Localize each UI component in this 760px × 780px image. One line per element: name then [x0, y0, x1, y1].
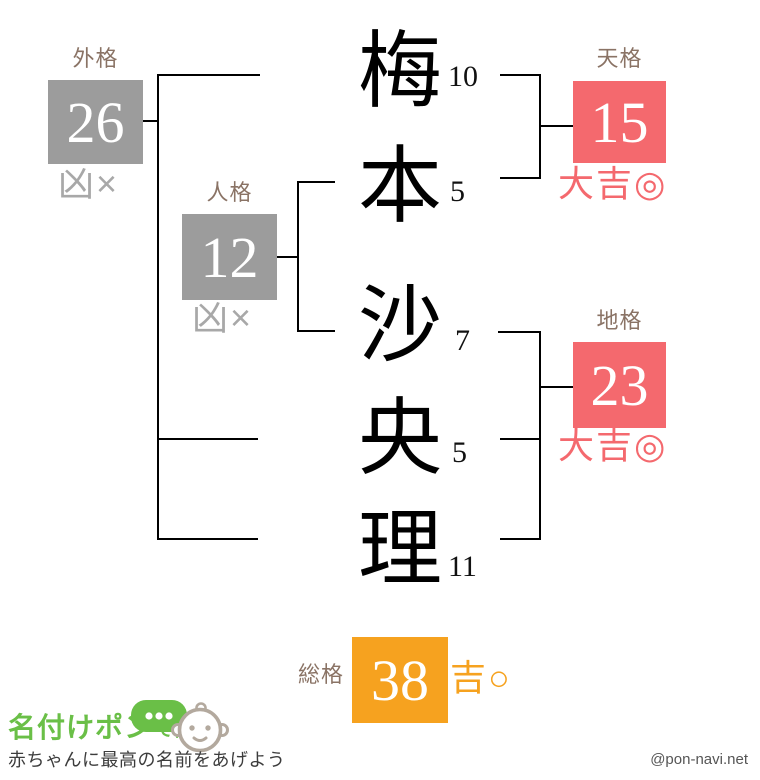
- gaikaku-box-connector: [143, 120, 159, 122]
- soukaku-value-box: 38: [352, 637, 448, 723]
- gaikaku-bracket-bottom: [157, 538, 258, 540]
- jinkaku-bracket-top: [297, 181, 335, 183]
- tenkaku-bracket-bottom: [500, 177, 541, 179]
- stroke-count-1: 10: [448, 60, 478, 93]
- chikaku-bracket-vertical: [539, 331, 541, 540]
- speech-bubble-icon: [130, 699, 194, 750]
- tagline: 赤ちゃんに最高の名前をあげよう: [8, 750, 286, 770]
- gaikaku-label: 外格: [72, 46, 119, 71]
- soukaku-label: 総格: [297, 662, 344, 687]
- jinkaku-bracket-bottom: [297, 330, 335, 332]
- tenkaku-box-connector: [539, 125, 573, 127]
- name-character-3: 沙: [357, 280, 442, 373]
- chikaku-label: 地格: [596, 308, 643, 333]
- site-credit: @pon-navi.net: [650, 751, 748, 768]
- logo-text: 名付けポン: [8, 712, 154, 743]
- tenkaku-label: 天格: [596, 46, 643, 71]
- stroke-count-2: 5: [450, 175, 465, 208]
- stroke-count-4: 5: [452, 436, 467, 469]
- name-character-5: 理: [357, 504, 442, 597]
- gaikaku-judgment: 凶×: [58, 163, 120, 204]
- chikaku-box-connector: [539, 386, 573, 388]
- name-character-1: 梅: [357, 26, 442, 119]
- baby-face-icon: [171, 697, 229, 758]
- tenkaku-judgment: 大吉◎: [558, 163, 668, 204]
- tenkaku-value-box: 15: [573, 81, 666, 163]
- chikaku-value-box: 23: [573, 342, 666, 428]
- gaikaku-bracket-top: [157, 74, 260, 76]
- chikaku-bracket-top: [498, 331, 541, 333]
- chikaku-judgment: 大吉◎: [558, 425, 668, 466]
- chikaku-bracket-bottom: [500, 538, 541, 540]
- jinkaku-judgment: 凶×: [192, 297, 254, 338]
- soukaku-judgment: 吉○: [450, 657, 512, 698]
- stroke-count-3: 7: [455, 324, 470, 357]
- name-character-4: 央: [357, 393, 442, 486]
- chikaku-bracket-mid: [500, 438, 541, 440]
- jinkaku-value-box: 12: [182, 214, 277, 300]
- tenkaku-bracket-top: [500, 74, 541, 76]
- jinkaku-box-connector: [277, 256, 299, 258]
- gaikaku-bracket-mid: [157, 438, 258, 440]
- gaikaku-value-box: 26: [48, 80, 143, 164]
- gaikaku-bracket-vertical: [157, 74, 159, 540]
- stroke-count-5: 11: [448, 550, 477, 583]
- name-character-2: 本: [357, 141, 442, 234]
- jinkaku-label: 人格: [206, 180, 253, 205]
